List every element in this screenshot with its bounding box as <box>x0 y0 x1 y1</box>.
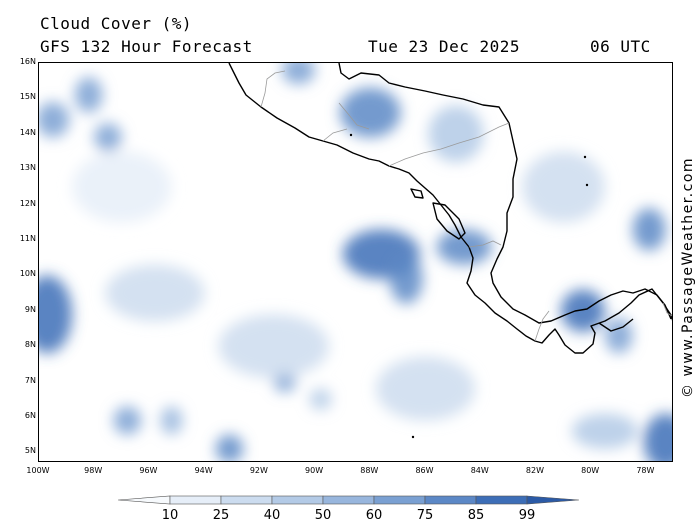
lake-nicaragua <box>432 202 466 240</box>
coastline-layer <box>228 63 672 354</box>
forecast-time: 06 UTC <box>590 37 651 56</box>
colorbar-label: 40 <box>263 508 281 523</box>
cloud-patch <box>522 151 605 223</box>
cloud-layer <box>39 63 672 461</box>
cloud-patch <box>218 314 329 379</box>
border-honduras-nicaragua <box>388 122 510 167</box>
latitude-label: 15N <box>19 92 36 102</box>
latitude-label: 10N <box>19 269 36 279</box>
colorbar-label: 99 <box>518 508 536 523</box>
lake-managua <box>410 188 424 199</box>
cloud-patch <box>215 434 244 461</box>
latitude-label: 7N <box>24 375 36 385</box>
peninsula-azuero <box>598 318 634 332</box>
forecast-subtitle: GFS 132 Hour Forecast <box>40 37 253 56</box>
cloud-patch <box>560 289 605 333</box>
central-america-coastline <box>228 63 672 354</box>
colorbar-label: 50 <box>314 508 332 523</box>
colorbar-label: 10 <box>161 508 179 523</box>
cloud-patch <box>375 356 476 421</box>
island-dot <box>583 155 587 159</box>
colorbar-segment <box>424 495 477 505</box>
longitude-label: 96W <box>139 466 158 475</box>
cloud-patch <box>339 87 401 138</box>
longitude-label: 92W <box>249 466 268 475</box>
latitude-label: 9N <box>24 304 36 314</box>
cloud-cover-map[interactable] <box>38 62 673 462</box>
colorbar-label: 85 <box>467 508 485 523</box>
colorbar-high-arrow <box>526 495 580 505</box>
cloud-patch <box>436 229 492 265</box>
cloud-patch <box>72 151 172 223</box>
colorbar-segment <box>475 495 528 505</box>
latitude-label: 14N <box>19 127 36 137</box>
latitude-label: 16N <box>19 57 36 66</box>
colorbar-segment <box>220 495 273 505</box>
longitude-label: 80W <box>581 466 600 475</box>
border-nicaragua-costarica <box>468 240 502 248</box>
longitude-label: 86W <box>415 466 434 475</box>
longitude-label: 88W <box>360 466 379 475</box>
forecast-date: Tue 23 Dec 2025 <box>368 37 520 56</box>
cloud-patch <box>113 406 142 435</box>
longitude-label: 90W <box>305 466 324 475</box>
colorbar-segment <box>169 495 222 505</box>
cloud-patch <box>309 388 332 410</box>
caribbean-coastline <box>338 63 672 324</box>
longitude-label: 94W <box>194 466 213 475</box>
border-guatemala-elsalvador <box>322 128 348 142</box>
island-dot <box>411 435 415 439</box>
border-guatemala-honduras <box>338 102 370 130</box>
colorbar-segment <box>373 495 426 505</box>
border-panama-colombia <box>662 302 672 317</box>
latitude-label: 11N <box>19 233 36 243</box>
chart-title: Cloud Cover (%) <box>40 14 192 33</box>
cloud-patch <box>94 123 122 152</box>
cloud-patch <box>632 208 666 251</box>
cloud-patch <box>389 254 423 304</box>
site-credit: © www.PassageWeather.com <box>680 156 696 398</box>
longitude-label: 82W <box>525 466 544 475</box>
cloud-patch <box>428 105 484 163</box>
colorbar-segment <box>271 495 324 505</box>
latitude-label: 8N <box>24 340 36 350</box>
cloud-patch <box>74 77 103 113</box>
longitude-label: 98W <box>84 466 103 475</box>
island-dot <box>585 183 589 187</box>
latitude-label: 6N <box>24 410 36 420</box>
colorbar-label: 75 <box>416 508 434 523</box>
colorbar-label: 60 <box>365 508 383 523</box>
cloud-patch <box>571 413 639 449</box>
island-dot <box>349 133 353 137</box>
border-layer <box>260 70 672 342</box>
colorbar-low-arrow <box>118 495 171 505</box>
cloud-patch <box>105 264 205 322</box>
colorbar-segment <box>322 495 375 505</box>
longitude-label: 100W <box>26 466 50 475</box>
cloud-patch <box>39 101 70 138</box>
border-mexico-guatemala <box>260 70 286 108</box>
cloud-patch <box>281 63 316 85</box>
longitude-label: 78W <box>636 466 655 475</box>
latitude-label: 5N <box>24 446 36 456</box>
cloud-patch <box>160 406 183 435</box>
cloud-patch <box>643 413 672 461</box>
colorbar-label: 25 <box>212 508 230 523</box>
cloud-patch <box>604 317 633 354</box>
latitude-label: 13N <box>19 163 36 173</box>
longitude-label: 84W <box>470 466 489 475</box>
island-layer <box>349 133 589 439</box>
map-canvas <box>39 63 672 461</box>
border-costarica-panama <box>534 310 550 342</box>
colorbar <box>118 495 580 505</box>
cloud-patch <box>39 275 73 354</box>
latitude-label: 12N <box>19 198 36 208</box>
